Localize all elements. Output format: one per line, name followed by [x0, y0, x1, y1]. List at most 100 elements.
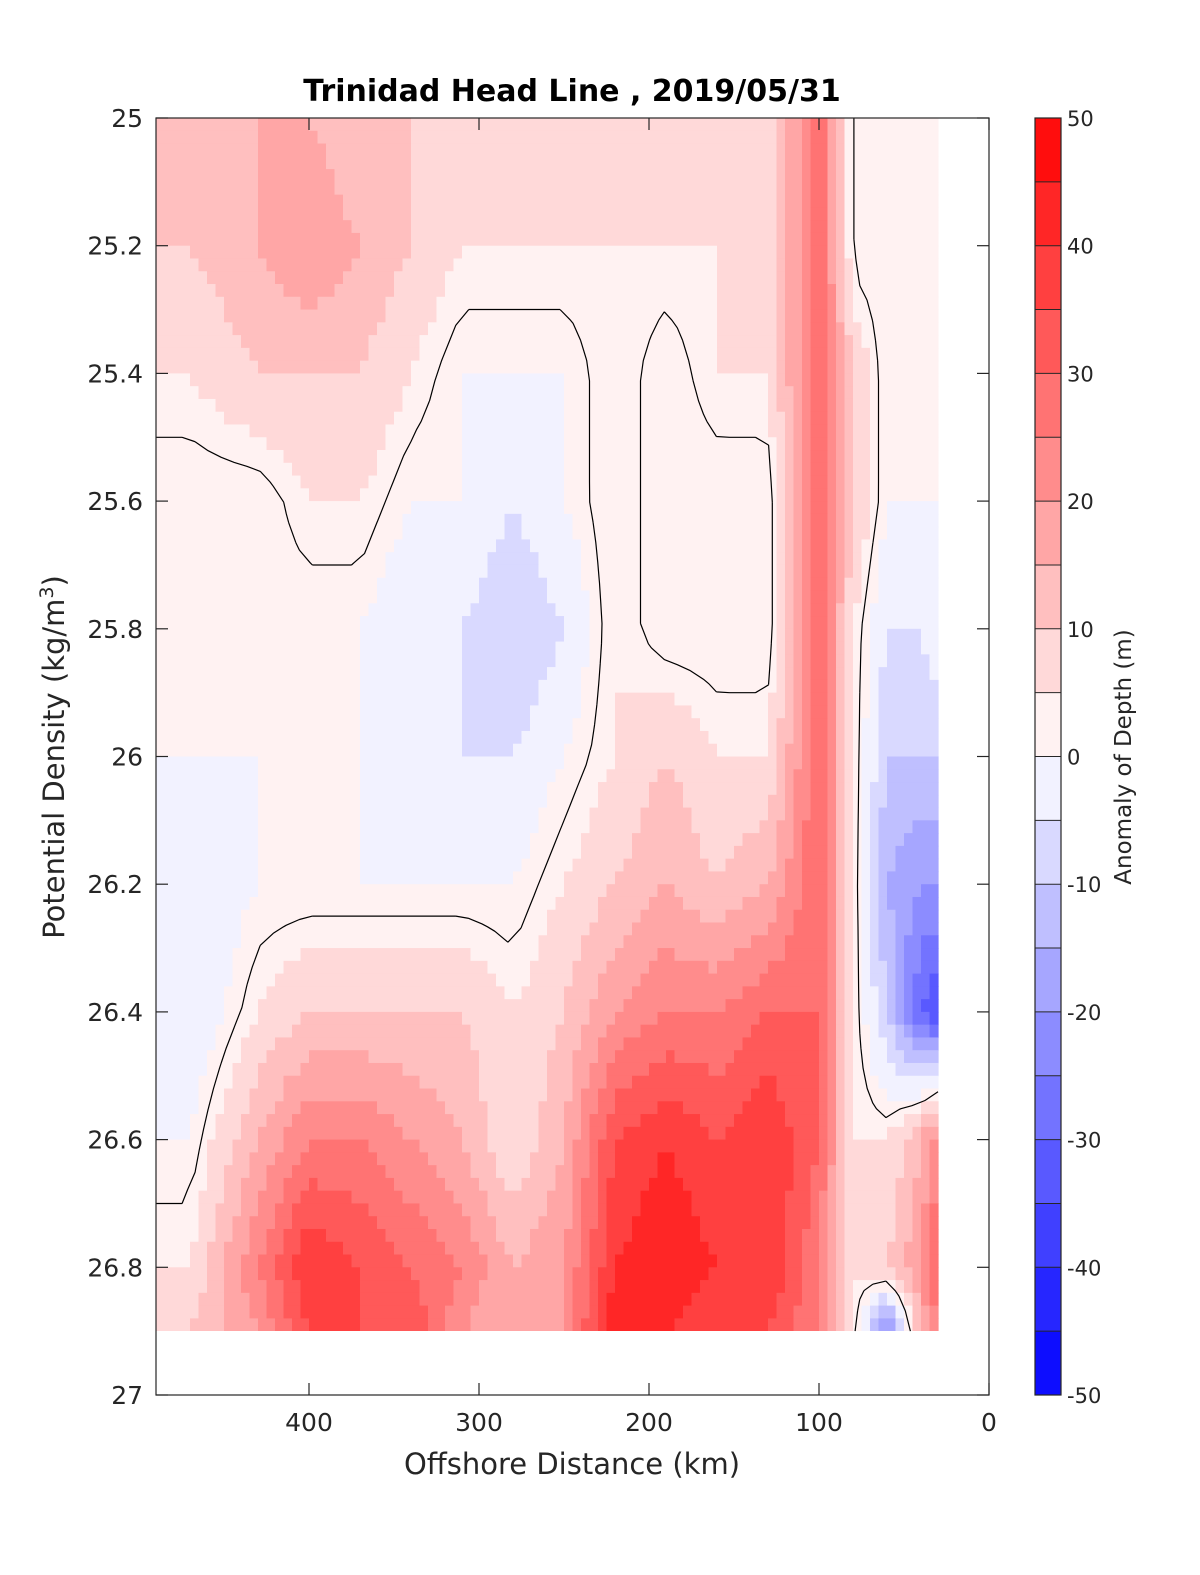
field-cell — [198, 1152, 208, 1166]
field-cell — [190, 181, 200, 196]
field-cell — [598, 577, 608, 592]
field-cell — [581, 296, 591, 311]
field-cell — [190, 679, 200, 694]
field-cell — [224, 654, 234, 668]
field-cell — [479, 1177, 489, 1192]
field-cell — [266, 1292, 276, 1307]
field-cell — [394, 871, 404, 885]
field-cell — [496, 692, 506, 707]
field-cell — [360, 628, 370, 643]
field-cell — [411, 347, 421, 362]
field-cell — [232, 169, 242, 183]
field-cell — [377, 1267, 387, 1281]
field-cell — [470, 705, 480, 719]
field-cell — [530, 973, 540, 987]
field-cell — [326, 424, 336, 438]
field-cell — [445, 488, 455, 502]
field-cell — [309, 922, 319, 936]
field-cell — [300, 284, 310, 298]
field-cell — [547, 169, 557, 183]
field-cell — [385, 743, 395, 758]
field-cell — [555, 692, 565, 707]
field-cell — [249, 705, 259, 719]
field-cell — [198, 1228, 208, 1243]
field-cell — [249, 896, 259, 911]
field-cell — [283, 386, 293, 400]
field-cell — [479, 462, 489, 477]
field-cell — [411, 692, 421, 707]
field-cell — [564, 450, 574, 464]
field-cell — [504, 1292, 514, 1307]
field-cell — [317, 539, 327, 553]
field-cell — [224, 258, 234, 272]
field-cell — [343, 616, 353, 630]
field-cell — [156, 705, 166, 719]
field-cell — [266, 692, 276, 707]
field-cell — [351, 373, 361, 387]
field-cell — [224, 986, 234, 1000]
field-cell — [428, 692, 438, 707]
field-cell — [496, 501, 506, 515]
field-cell — [419, 1228, 429, 1243]
field-cell — [402, 513, 412, 528]
field-cell — [547, 194, 557, 208]
field-cell — [564, 1241, 574, 1256]
field-cell — [190, 564, 200, 579]
field-cell — [309, 258, 319, 272]
field-cell — [411, 1241, 421, 1256]
field-cell — [581, 335, 591, 349]
field-cell — [249, 1203, 259, 1217]
field-cell — [564, 1024, 574, 1039]
field-cell — [547, 909, 557, 924]
field-cell — [419, 309, 429, 323]
field-cell — [173, 526, 183, 541]
field-cell — [207, 296, 217, 311]
field-cell — [334, 564, 344, 579]
field-cell — [419, 296, 429, 311]
field-cell — [487, 347, 497, 362]
field-cell — [479, 1165, 489, 1179]
field-cell — [360, 858, 370, 873]
field-cell — [215, 884, 225, 898]
field-cell — [181, 909, 191, 924]
field-cell — [377, 935, 387, 949]
field-cell — [368, 960, 378, 975]
field-cell — [232, 833, 242, 847]
field-cell — [317, 1228, 327, 1243]
field-cell — [581, 1241, 591, 1256]
field-cell — [462, 322, 472, 336]
field-cell — [572, 973, 582, 987]
field-cell — [343, 718, 353, 732]
field-cell — [300, 1305, 310, 1319]
field-cell — [436, 922, 446, 936]
field-cell — [513, 450, 523, 464]
field-cell — [275, 1177, 285, 1192]
field-cell — [326, 552, 336, 566]
field-cell — [479, 1216, 489, 1230]
field-cell — [411, 552, 421, 566]
field-cell — [258, 130, 268, 145]
field-cell — [377, 948, 387, 962]
field-cell — [589, 1318, 599, 1331]
field-cell — [215, 820, 225, 834]
field-cell — [258, 782, 268, 796]
field-cell — [283, 1126, 293, 1141]
field-cell — [479, 628, 489, 643]
field-cell — [164, 807, 174, 821]
field-cell — [411, 309, 421, 323]
field-cell — [402, 450, 412, 464]
field-cell — [496, 641, 506, 655]
field-cell — [368, 513, 378, 528]
field-cell — [504, 271, 514, 285]
field-cell — [479, 833, 489, 847]
field-cell — [521, 424, 531, 438]
field-cell — [479, 130, 489, 145]
field-cell — [555, 616, 565, 630]
field-cell — [334, 1280, 344, 1294]
field-cell — [317, 654, 327, 668]
field-cell — [241, 181, 251, 196]
field-cell — [513, 1114, 523, 1128]
field-cell — [181, 1241, 191, 1256]
field-cell — [360, 335, 370, 349]
field-cell — [351, 194, 361, 208]
